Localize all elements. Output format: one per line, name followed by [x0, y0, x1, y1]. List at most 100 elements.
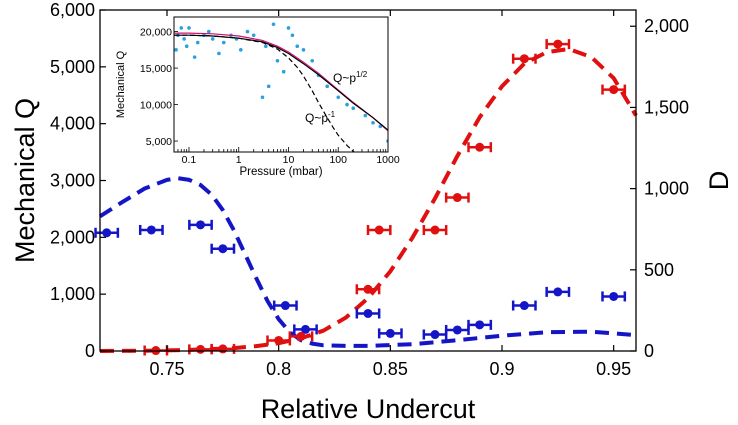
inset-data-point — [260, 95, 265, 100]
inset-data-point — [217, 51, 221, 56]
q-data-point — [430, 330, 440, 340]
y2-tick-label: 1,000 — [644, 179, 689, 199]
inset-data-point — [238, 48, 243, 52]
inset-y-tick-label: 5,000 — [146, 136, 172, 148]
inset-annotation-half-power-superscript: 1/2 — [356, 70, 368, 79]
q-data-point — [196, 220, 205, 230]
x-axis-label: Relative Undercut — [261, 394, 476, 424]
y-tick-label: 2,000 — [50, 227, 95, 247]
x-tick-label: 0.95 — [596, 359, 631, 379]
inset-x-axis-label: Pressure (mbar) — [239, 166, 322, 178]
y2-tick-label: 2,000 — [644, 16, 689, 36]
inset-data-point — [210, 37, 215, 41]
inset-y-tick-label: 20,000 — [140, 27, 172, 39]
q-fit-line — [98, 176, 637, 348]
inset-annotation-inverse-base: Q~p — [305, 111, 328, 125]
q-data-point — [609, 291, 619, 301]
inset-data-point — [363, 113, 368, 118]
inset-data-point — [336, 95, 341, 100]
d-data-point — [430, 225, 440, 235]
q-data-point — [300, 324, 310, 334]
inset-x-tick-label: 0.1 — [182, 154, 197, 166]
inset-y-tick-label: 10,000 — [140, 100, 172, 112]
inset-data-point — [182, 37, 186, 41]
inset-x-tick-label: 1 — [236, 154, 242, 166]
inset-plot: 0.1 1 10 100 1000 5,000 10,000 15,000 20,000 Pres… — [115, 16, 400, 178]
inset-data-point — [275, 58, 280, 63]
d-data-point — [452, 193, 462, 203]
d-data-point — [519, 54, 529, 64]
inset-annotation-inverse: Q~p-1 — [305, 110, 336, 125]
q-data-point — [218, 244, 228, 254]
inset-annotation-half-power-base: Q~p — [333, 71, 356, 85]
inset-data-point — [174, 48, 178, 52]
y-tick-label: 0 — [85, 341, 95, 361]
q-data-point — [452, 325, 462, 335]
inset-data-point — [245, 29, 250, 34]
main-plot: 0.75 0.8 0.85 0.9 0.95 0 1,000 2,000 3,000 4,000 5… — [10, 0, 734, 424]
inset-data-point — [310, 58, 315, 63]
q-data-point — [102, 228, 112, 238]
y-axis-label: Mechanical Q — [10, 98, 40, 263]
q-data-point — [146, 225, 156, 235]
y-tick-label: 5,000 — [50, 57, 95, 77]
inset-y-axis-label: Mechanical Q — [115, 50, 127, 118]
y-tick-label: 6,000 — [50, 0, 95, 20]
d-data-point — [363, 284, 373, 294]
y2-axis-label: D — [704, 171, 734, 191]
y2-tick-label: 0 — [644, 341, 654, 361]
d-fit-line — [99, 47, 638, 353]
inset-data-point — [281, 69, 286, 74]
q-data-point — [519, 301, 529, 311]
q-data-point — [553, 287, 563, 297]
inset-data-point — [264, 44, 268, 48]
inset-data-point — [195, 40, 200, 45]
inset-data-point — [351, 106, 356, 111]
y2-tick-label: 500 — [644, 260, 674, 280]
d-data-point — [553, 39, 563, 49]
x-tick-label: 0.85 — [373, 359, 408, 379]
q-data-point — [385, 328, 395, 338]
inset-data-point — [325, 84, 330, 89]
inset-data-point — [266, 84, 271, 89]
inset-data-point — [301, 48, 306, 52]
inset-clip-group — [174, 22, 388, 152]
x-tick-label: 0.9 — [489, 359, 514, 379]
y-tick-label: 1,000 — [50, 284, 95, 304]
inset-data-point — [206, 29, 211, 34]
inset-x-tick-label: 1000 — [376, 154, 400, 166]
inset-data-point — [345, 102, 349, 107]
d-data-point — [196, 344, 205, 354]
d-data-point — [296, 331, 306, 341]
inset-inverse-fit-line — [174, 34, 356, 152]
inset-data-point — [290, 33, 295, 38]
inset-annotation-inverse-superscript: -1 — [328, 110, 336, 119]
inset-x-tick-label: 10 — [283, 154, 295, 166]
d-data-point — [475, 142, 485, 152]
x-tick-label: 0.8 — [266, 359, 291, 379]
inset-data-point — [184, 44, 189, 48]
y-tick-label: 3,000 — [50, 171, 95, 191]
inset-data-point — [371, 121, 375, 125]
q-data-point — [475, 320, 485, 330]
d-data-point — [274, 335, 284, 345]
inset-data-point — [221, 40, 226, 45]
q-data-point — [363, 308, 373, 318]
y-tick-label: 4,000 — [50, 114, 95, 134]
inset-data-point — [192, 55, 197, 59]
inset-data-point — [187, 26, 191, 30]
y2-tick-label: 1,500 — [644, 97, 689, 117]
d-data-point — [609, 85, 619, 95]
inset-data-point — [179, 26, 184, 30]
x-tick-label: 0.75 — [149, 359, 184, 379]
inset-data-point — [271, 22, 276, 27]
inset-data-point — [251, 33, 256, 38]
q-data-point — [280, 301, 290, 311]
inset-model-line — [174, 34, 388, 131]
inset-x-tick-label: 100 — [329, 154, 347, 166]
inset-y-tick-label: 15,000 — [140, 63, 172, 75]
inset-annotation-half-power: Q~p1/2 — [333, 70, 368, 85]
d-data-point — [374, 225, 384, 235]
inset-data-point — [286, 26, 291, 30]
